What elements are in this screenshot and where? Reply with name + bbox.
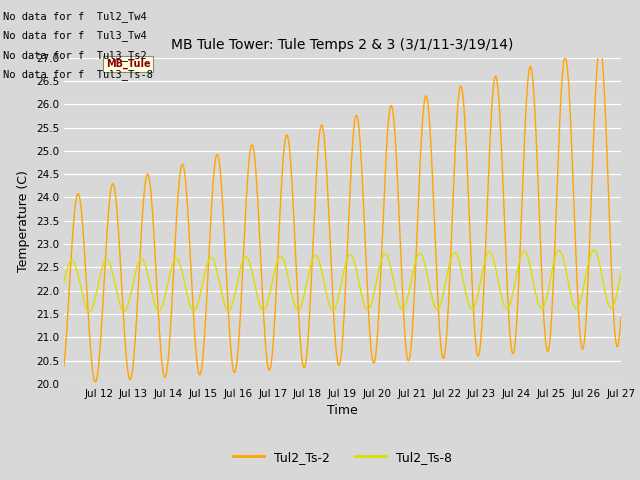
Text: No data for f  Tul3_Ts2: No data for f Tul3_Ts2 [3,49,147,60]
Line: Tul2_Ts-2: Tul2_Ts-2 [64,47,621,382]
X-axis label: Time: Time [327,405,358,418]
Tul2_Ts-8 [432,305,440,311]
Title: MB Tule Tower: Tule Temps 2 & 3 (3/1/11-3/19/14): MB Tule Tower: Tule Temps 2 & 3 (3/1/11-… [172,38,513,52]
Text: No data for f  Tul3_Ts-8: No data for f Tul3_Ts-8 [3,69,153,80]
Tul2_Ts-2 [432,249,440,254]
Tul2_Ts-8 [86,309,93,314]
Tul2_Ts-8 [256,303,264,309]
Text: MB_Tule: MB_Tule [106,59,150,69]
Tul2_Ts-2 [60,363,68,369]
Legend: Tul2_Ts-2, Tul2_Ts-8: Tul2_Ts-2, Tul2_Ts-8 [228,446,457,469]
Tul2_Ts-2 [256,241,264,247]
Tul2_Ts-8 [590,247,598,252]
Line: Tul2_Ts-8: Tul2_Ts-8 [64,250,621,312]
Y-axis label: Temperature (C): Temperature (C) [17,170,30,272]
Tul2_Ts-8 [228,301,236,307]
Tul2_Ts-2 [92,379,99,385]
Tul2_Ts-2 [126,377,134,383]
Tul2_Ts-2 [596,44,604,50]
Tul2_Ts-8 [401,305,408,311]
Tul2_Ts-2 [228,362,236,368]
Tul2_Ts-2 [401,325,408,331]
Text: No data for f  Tul3_Tw4: No data for f Tul3_Tw4 [3,30,147,41]
Tul2_Ts-8 [617,271,625,277]
Tul2_Ts-2 [617,314,625,320]
Tul2_Ts-8 [60,279,68,285]
Tul2_Ts-8 [126,294,134,300]
Tul2_Ts-2 [277,189,285,195]
Tul2_Ts-8 [277,253,285,259]
Text: No data for f  Tul2_Tw4: No data for f Tul2_Tw4 [3,11,147,22]
